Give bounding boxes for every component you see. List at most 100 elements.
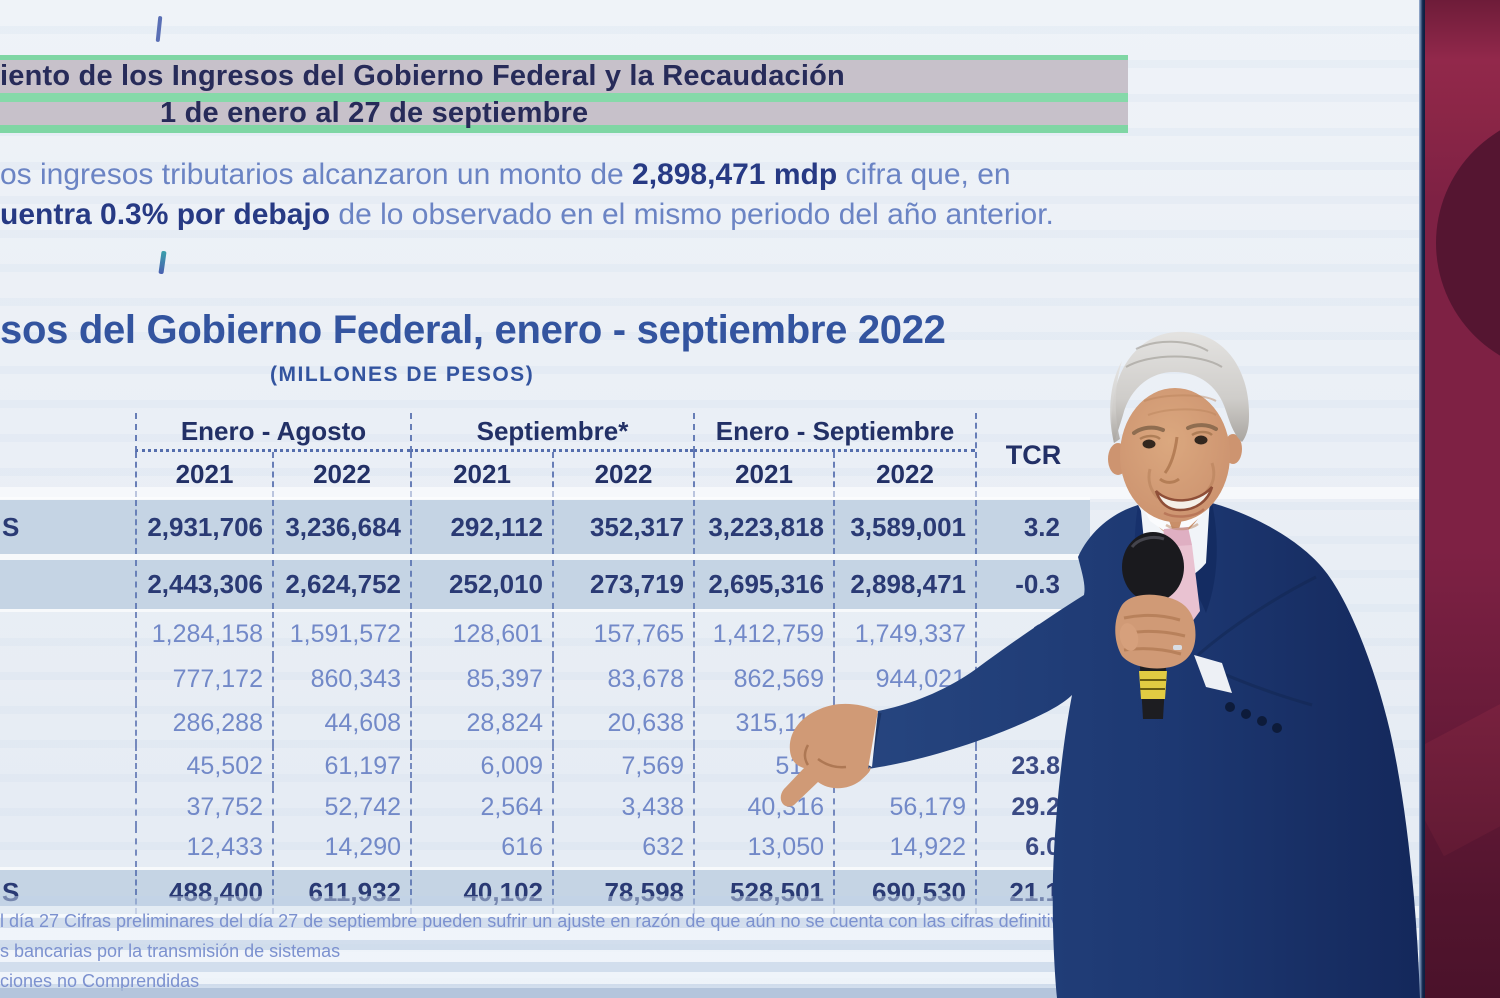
microphone-head [1122,532,1184,602]
table-cell: 23.8 [975,745,1090,787]
intro-bold-amount: 2,898,471 mdp [632,158,838,191]
table-cell [0,657,135,702]
footnote-2: s bancarias por la transmisión de sistem… [0,941,341,961]
table-body: S 2,931,706 3,236,684 292,112 352,317 3,223,8… [0,497,1090,917]
table-row: 777,172 860,343 85,397 83,678 862,569 944,021 [0,657,1090,702]
table-row: 37,752 52,742 2,564 3,438 40,316 56,179 29.2 [0,787,1090,827]
intro-text: cifra que, en [837,158,1011,191]
intro-text: os ingresos tributarios alcanzaron un mo… [0,158,633,191]
header-title-line2: 1 de enero al 27 de septiembre [160,97,589,129]
projector-band [0,487,1424,499]
smile-teeth [1154,486,1214,512]
table-header: Enero - Agosto Septiembre* Enero - Septi… [0,413,1090,497]
table-cell: 83,678 [552,657,693,702]
stage-backdrop [1425,0,1500,998]
table-cell: 616 [410,827,552,867]
table-cell: 14,922 [833,827,975,867]
table-cell: 157,765 [552,612,693,657]
sleeve-button [1272,723,1282,733]
screen-edge [1419,0,1425,998]
col-group-enero-septiembre: Enero - Septiembre [693,413,975,452]
table-subtitle: (MILLONES DE PESOS) [270,363,535,386]
thumb [1119,623,1139,651]
microphone-band-stripes [1140,679,1166,690]
table-cell: 1,412,759 [693,612,833,657]
nose [1159,436,1180,484]
green-stripe [0,125,1128,133]
table-cell: 2,624,752 [272,560,410,609]
year-header: 2021 [410,452,552,497]
table-cell: 61,197 [272,745,410,787]
eyelids [1139,430,1213,441]
finger-creases [803,744,847,769]
year-header: 2022 [272,452,410,497]
lower-lip [1163,508,1205,518]
shirt-cuff [1194,655,1232,693]
sleeve-button [1225,702,1235,712]
table-cell: 56,179 [833,787,975,827]
green-stripe [0,55,1128,60]
table-cell: 2,564 [410,787,552,827]
ring [1173,645,1182,650]
table-cell: 273,719 [552,560,693,609]
table-cell: 6,009 [410,745,552,787]
table-cell [0,560,135,609]
table-cell: 7,569 [552,745,693,787]
backdrop-shadow [1425,0,1500,998]
table-cell: 1,749,337 [833,612,975,657]
eye [1142,439,1156,449]
table-cell [0,612,135,657]
slide-header-band: iento de los Ingresos del Gobierno Feder… [0,55,1128,133]
table-cell [0,745,135,787]
slide-bottom-band [0,988,1424,998]
table-cell: 352,317 [552,500,693,554]
intro-bold-percent: uentra 0.3% por debajo [0,198,331,231]
table-cell: 29.2 [975,787,1090,827]
table-cell [0,702,135,745]
green-stripe [0,93,1128,102]
year-header: 2021 [135,452,272,497]
table-title: sos del Gobierno Federal, enero - septie… [0,308,946,352]
table-cell: 14,290 [272,827,410,867]
col-group-septiembre: Septiembre* [410,413,693,452]
footnotes: l día 27 Cifras preliminares del día 27 … [0,906,1100,996]
table-cell: S [2,511,20,542]
table-cell: 862,569 [693,657,833,702]
table-cell: 13,050 [693,827,833,867]
table-row: 2,443,306 2,624,752 252,010 273,719 2,695,31… [0,557,1090,612]
table-cell: 252,010 [410,560,552,609]
sleeve-button [1257,716,1267,726]
table-cell: 1,591,572 [272,612,410,657]
hair-strands [1125,340,1223,368]
table-cell: 28,824 [410,702,552,745]
year-header: 2021 [693,452,833,497]
table-cell: 3,236,684 [272,500,410,554]
label-column-spacer [0,413,135,497]
footnote-3: ciones no Comprendidas [0,971,200,991]
eyebrows [1132,423,1218,435]
table-cell: 3.2 [975,500,1090,554]
revenue-table: Enero - Agosto Septiembre* Enero - Septi… [0,413,1090,917]
table-cell: -0.3 [975,560,1090,609]
footnote-1: l día 27 Cifras preliminares del día 27 … [0,911,1079,931]
intro-text: de lo observado en el mismo periodo del … [330,198,1054,231]
year-header: 2022 [552,452,693,497]
chin-crease [1165,522,1199,531]
table-cell: 2,898,471 [833,560,975,609]
table-cell: 3,223,818 [693,500,833,554]
table-cell: 2,695,316 [693,560,833,609]
table-cell: 37,752 [135,787,272,827]
table-cell: 52,742 [272,787,410,827]
year-header: 2022 [833,452,975,497]
table-cell [0,787,135,827]
table-cell: 860,343 [272,657,410,702]
presenter-hair [1110,361,1122,443]
table-cell: 45,502 [135,745,272,787]
table-cell: 44,608 [272,702,410,745]
table-cell: 3,589,001 [833,500,975,554]
pointing-hand [780,703,878,807]
microphone-highlight [1130,535,1165,548]
wrinkles [1143,394,1217,416]
